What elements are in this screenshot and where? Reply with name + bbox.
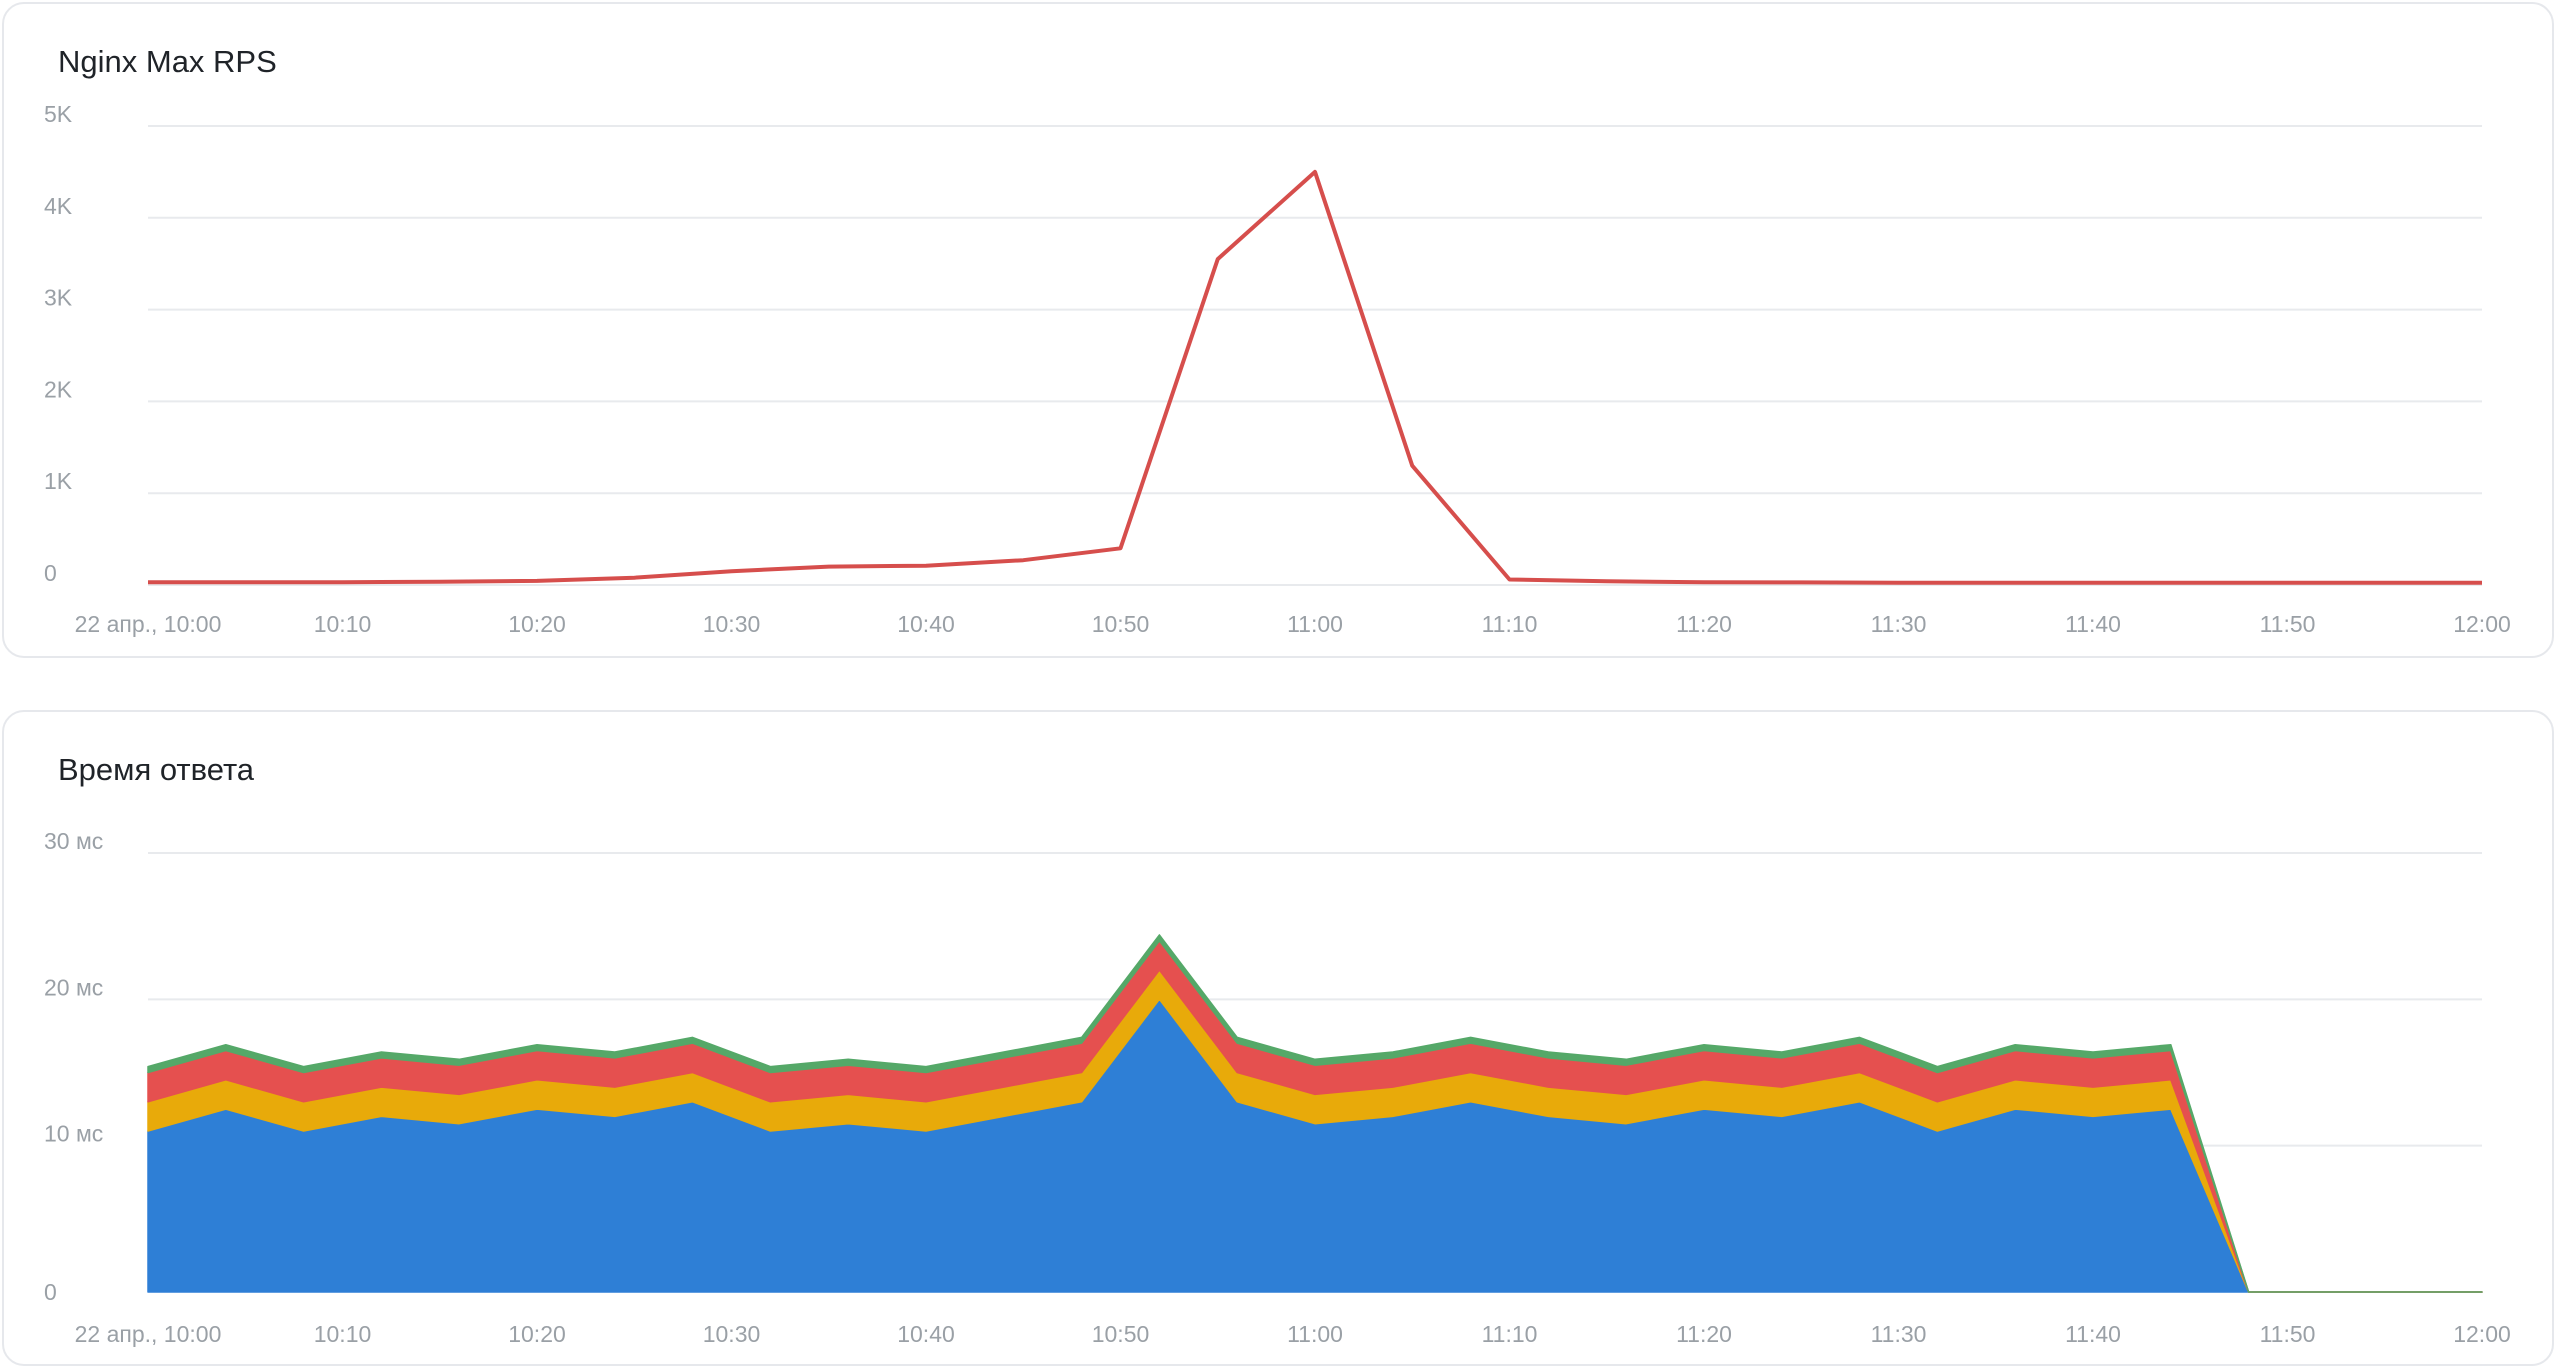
rps-x-tick-label: 10:30 bbox=[703, 611, 761, 637]
response-time-x-tick-label: 11:50 bbox=[2260, 1321, 2316, 1347]
rps-x-tick-label: 10:50 bbox=[1092, 611, 1150, 637]
response-time-y-tick-label: 10 мс bbox=[44, 1121, 103, 1147]
rps-y-tick-label: 0 bbox=[44, 560, 57, 586]
response-time-x-tick-label: 11:10 bbox=[1482, 1321, 1538, 1347]
rps-y-tick-label: 4K bbox=[44, 193, 73, 219]
rps-y-tick-label: 2K bbox=[44, 376, 73, 402]
response-time-x-tick-label: 10:20 bbox=[508, 1321, 566, 1347]
response-time-x-tick-label: 10:10 bbox=[314, 1321, 372, 1347]
response-time-x-tick-label: 11:00 bbox=[1287, 1321, 1343, 1347]
response-time-chart: 0 10 мс 20 мс 30 мс 22 апр., 10:00 10:10 10:20… bbox=[44, 828, 2511, 1347]
response-time-x-tick-label: 11:20 bbox=[1676, 1321, 1732, 1347]
rps-x-tick-label: 11:50 bbox=[2260, 611, 2316, 637]
response-time-area-blue bbox=[147, 998, 2483, 1293]
response-time-chart-title: Время ответа bbox=[58, 752, 255, 787]
rps-y-tick-label: 5K bbox=[44, 101, 73, 127]
response-time-x-tick-label: 10:30 bbox=[703, 1321, 761, 1347]
response-time-x-tick-label: 10:50 bbox=[1092, 1321, 1150, 1347]
rps-series-line bbox=[148, 169, 2482, 585]
rps-chart-title: Nginx Max RPS bbox=[58, 44, 277, 79]
rps-x-tick-label: 11:40 bbox=[2065, 611, 2121, 637]
rps-y-tick-label: 1K bbox=[44, 468, 73, 494]
response-time-y-tick-label: 30 мс bbox=[44, 828, 103, 854]
response-time-x-tick-label: 12:00 bbox=[2453, 1321, 2511, 1347]
response-time-x-tick-label: 10:40 bbox=[897, 1321, 955, 1347]
rps-x-tick-label: 11:30 bbox=[1871, 611, 1927, 637]
rps-x-tick-label: 10:10 bbox=[314, 611, 372, 637]
rps-x-tick-label: 22 апр., 10:00 bbox=[75, 611, 222, 637]
rps-x-tick-label: 10:40 bbox=[897, 611, 955, 637]
rps-x-tick-label: 10:20 bbox=[508, 611, 566, 637]
response-time-x-tick-label: 22 апр., 10:00 bbox=[75, 1321, 222, 1347]
rps-y-tick-label: 3K bbox=[44, 285, 73, 311]
rps-x-tick-label: 12:00 bbox=[2453, 611, 2511, 637]
rps-x-tick-label: 11:10 bbox=[1482, 611, 1538, 637]
rps-x-tick-label: 11:20 bbox=[1676, 611, 1732, 637]
response-time-y-tick-label: 20 мс bbox=[44, 974, 103, 1000]
rps-chart-panel: Nginx Max RPS 0 1K 2K 3K 4K 5K 22 апр., 10:00 1… bbox=[2, 2, 2554, 658]
response-time-y-tick-label: 0 bbox=[44, 1279, 57, 1305]
response-time-x-tick-label: 11:30 bbox=[1871, 1321, 1927, 1347]
rps-chart: 0 1K 2K 3K 4K 5K 22 апр., 10:00 10:10 10:20 10:30… bbox=[44, 101, 2511, 637]
response-time-chart-panel: Время ответа 0 10 мс 20 мс 30 мс 22 апр., 10… bbox=[2, 710, 2554, 1366]
rps-x-tick-label: 11:00 bbox=[1287, 611, 1343, 637]
response-time-area-green bbox=[147, 934, 2483, 1293]
response-time-x-tick-label: 11:40 bbox=[2065, 1321, 2121, 1347]
